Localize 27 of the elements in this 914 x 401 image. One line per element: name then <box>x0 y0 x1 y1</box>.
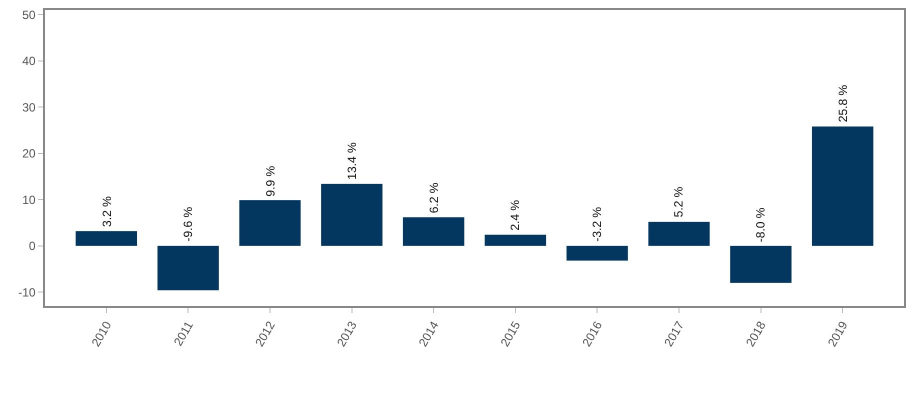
bar <box>812 126 874 246</box>
data-label: 6.2 % <box>426 182 441 214</box>
data-label: 5.2 % <box>672 186 686 218</box>
y-tick-label: 20 <box>22 146 36 161</box>
y-tick-label: 10 <box>22 192 36 207</box>
bar <box>648 222 710 246</box>
data-label: -9.6 % <box>180 206 195 242</box>
data-label: 3.2 % <box>100 196 114 227</box>
data-label: -8.0 % <box>753 207 768 242</box>
y-tick-label: 30 <box>22 100 36 114</box>
data-label: 13.4 % <box>344 142 359 180</box>
y-tick-label: 50 <box>22 8 36 22</box>
data-label: 25.8 % <box>836 84 850 122</box>
y-tick-label: 0 <box>28 239 36 254</box>
bar <box>730 246 792 283</box>
bar <box>484 234 546 246</box>
y-tick-label: -10 <box>18 285 36 300</box>
data-label: -3.2 % <box>590 206 604 242</box>
bar <box>402 217 464 246</box>
bar <box>239 200 301 246</box>
bar <box>157 246 219 290</box>
data-label: 2.4 % <box>508 200 522 231</box>
bar <box>76 231 138 246</box>
bar <box>566 246 628 261</box>
bar <box>321 184 382 246</box>
y-tick-label: 40 <box>22 54 36 68</box>
data-label: 9.9 % <box>263 166 278 197</box>
